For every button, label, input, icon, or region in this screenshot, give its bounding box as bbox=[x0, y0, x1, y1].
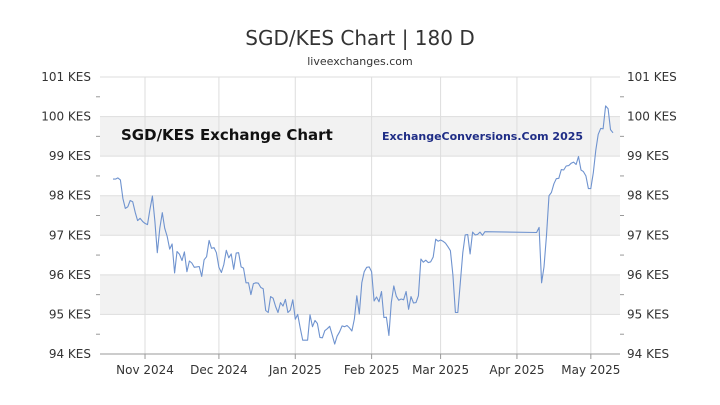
y-tick-left: 95 KES bbox=[49, 307, 91, 321]
y-tick-left: 97 KES bbox=[49, 228, 91, 242]
x-tick-label: Feb 2025 bbox=[344, 363, 400, 377]
x-tick-label: Mar 2025 bbox=[412, 363, 469, 377]
x-tick-label: Dec 2024 bbox=[190, 363, 248, 377]
x-tick-label: May 2025 bbox=[561, 363, 620, 377]
y-tick-right: 97 KES bbox=[627, 228, 669, 242]
chart-label-left: SGD/KES Exchange Chart bbox=[121, 126, 333, 144]
chart-label-right: ExchangeConversions.Com 2025 bbox=[382, 130, 583, 143]
y-tick-right: 95 KES bbox=[627, 307, 669, 321]
y-axis-right: 94 KES 95 KES 96 KES 97 KES 98 KES 99 KES 100 … bbox=[627, 70, 677, 361]
y-tick-right: 96 KES bbox=[627, 268, 669, 282]
y-tick-right: 99 KES bbox=[627, 149, 669, 163]
chart-subtitle: liveexchanges.com bbox=[307, 55, 413, 68]
y-tick-right: 94 KES bbox=[627, 347, 669, 361]
x-tick-label: Jan 2025 bbox=[268, 363, 322, 377]
y-tick-left: 96 KES bbox=[49, 268, 91, 282]
chart-title: SGD/KES Chart | 180 D bbox=[245, 26, 475, 50]
band-1 bbox=[100, 195, 620, 236]
x-tick-label: Nov 2024 bbox=[116, 363, 174, 377]
y-tick-left: 99 KES bbox=[49, 149, 91, 163]
y-tick-left: 100 KES bbox=[41, 110, 91, 124]
y-tick-right: 101 KES bbox=[627, 70, 677, 84]
x-axis: Nov 2024 Dec 2024 Jan 2025 Feb 2025 Mar 2025… bbox=[116, 354, 620, 377]
alternating-bands bbox=[100, 116, 620, 315]
band-2 bbox=[100, 116, 620, 157]
x-tick-label: Apr 2025 bbox=[489, 363, 544, 377]
y-tick-right: 100 KES bbox=[627, 110, 677, 124]
y-tick-left: 98 KES bbox=[49, 189, 91, 203]
y-tick-right: 98 KES bbox=[627, 189, 669, 203]
y-tick-left: 101 KES bbox=[41, 70, 91, 84]
y-tick-left: 94 KES bbox=[49, 347, 91, 361]
axes bbox=[96, 96, 624, 355]
y-axis-left: 94 KES 95 KES 96 KES 97 KES 98 KES 99 KES 100 … bbox=[41, 70, 91, 361]
series-line bbox=[113, 105, 614, 345]
series-sgd-kes bbox=[113, 105, 614, 345]
